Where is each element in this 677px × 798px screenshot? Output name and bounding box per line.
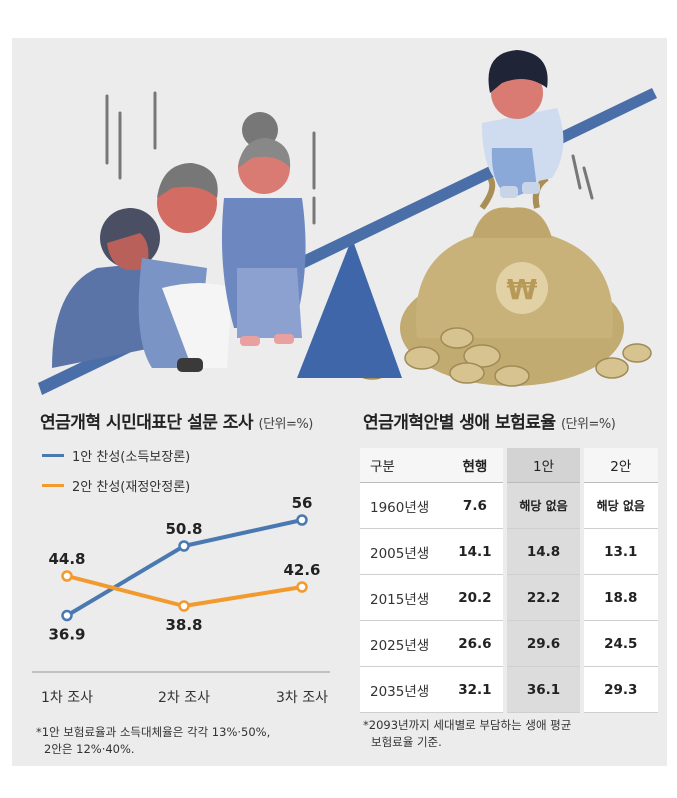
header-category: 구분 bbox=[360, 448, 447, 483]
child-figure bbox=[482, 50, 564, 198]
legend-label-plan2: 2안 찬성(재정안정론) bbox=[72, 480, 191, 495]
column-gap bbox=[503, 574, 508, 621]
line-chart: 1차 조사 2차 조사 3차 조사 36.9 50.8 56 44.8 38.8 42.6 bbox=[32, 494, 330, 706]
table-row: 2005년생 14.1 14.8 13.1 bbox=[360, 528, 658, 575]
x-tick-label: 3차 조사 bbox=[276, 690, 328, 706]
data-point bbox=[296, 581, 308, 593]
column-gap bbox=[579, 666, 584, 713]
cell-plan1: 14.8 bbox=[507, 528, 580, 575]
cell-plan2: 13.1 bbox=[583, 528, 658, 575]
data-label: 56 bbox=[292, 494, 313, 512]
data-label: 36.9 bbox=[48, 626, 85, 644]
data-point bbox=[296, 514, 308, 526]
column-gap bbox=[579, 448, 584, 483]
right-footnote-line2: 보험료율 기준. bbox=[371, 735, 442, 749]
cell-current: 32.1 bbox=[446, 666, 504, 713]
data-point bbox=[61, 570, 73, 582]
data-point bbox=[178, 540, 190, 552]
seesaw-illustration: ₩ bbox=[38, 50, 657, 395]
left-footnote-line2: 2안은 12%·40%. bbox=[44, 742, 135, 756]
x-tick-label: 1차 조사 bbox=[41, 690, 93, 706]
legend-swatch-plan1 bbox=[42, 454, 64, 457]
cell-current: 26.6 bbox=[446, 620, 504, 667]
right-footnote-line1: *2093년까지 세대별로 부담하는 생애 평균 bbox=[363, 718, 572, 732]
survey-title: 연금개혁 시민대표단 설문 조사 bbox=[40, 413, 254, 433]
row-label: 2005년생 bbox=[360, 528, 447, 575]
cell-current: 20.2 bbox=[446, 574, 504, 621]
elderly-man-left bbox=[52, 208, 160, 368]
right-footnote: *2093년까지 세대별로 부담하는 생애 평균 보험료율 기준. bbox=[363, 717, 653, 751]
cell-plan1: 해당 없음 bbox=[507, 482, 580, 529]
elderly-man-middle bbox=[138, 163, 232, 372]
row-label: 2025년생 bbox=[360, 620, 447, 667]
survey-unit: (단위=%) bbox=[258, 417, 314, 432]
seesaw-fulcrum bbox=[297, 238, 402, 378]
table-title: 연금개혁안별 생애 보험료율 bbox=[363, 413, 556, 433]
cell-plan1: 29.6 bbox=[507, 620, 580, 667]
cell-plan1: 22.2 bbox=[507, 574, 580, 621]
won-symbol: ₩ bbox=[507, 273, 538, 306]
cell-plan2: 18.8 bbox=[583, 574, 658, 621]
header-plan2: 2안 bbox=[583, 448, 658, 483]
data-label: 50.8 bbox=[165, 520, 202, 538]
elderly-woman bbox=[221, 112, 306, 346]
cell-plan2: 29.3 bbox=[583, 666, 658, 713]
table-row: 1960년생 7.6 해당 없음 해당 없음 bbox=[360, 482, 658, 529]
x-tick-label: 2차 조사 bbox=[158, 690, 210, 706]
table-row: 2035년생 32.1 36.1 29.3 bbox=[360, 666, 658, 713]
legend-label-plan1: 1안 찬성(소득보장론) bbox=[72, 450, 191, 465]
column-gap bbox=[503, 448, 508, 483]
column-gap bbox=[579, 482, 584, 529]
money-bag: ₩ bbox=[400, 175, 624, 386]
column-gap bbox=[503, 620, 508, 667]
cell-current: 14.1 bbox=[446, 528, 504, 575]
table-row: 2015년생 20.2 22.2 18.8 bbox=[360, 574, 658, 621]
header-plan1: 1안 bbox=[507, 448, 580, 483]
cell-plan1: 36.1 bbox=[507, 666, 580, 713]
data-label: 44.8 bbox=[48, 550, 85, 568]
left-footnote: *1안 보험료율과 소득대체율은 각각 13%·50%, 2안은 12%·40%… bbox=[36, 724, 336, 758]
data-point bbox=[178, 600, 190, 612]
column-gap bbox=[503, 482, 508, 529]
legend-item-plan1: 1안 찬성(소득보장론) bbox=[42, 446, 190, 465]
header-current: 현행 bbox=[446, 448, 504, 483]
left-footnote-line1: *1안 보험료율과 소득대체율은 각각 13%·50%, bbox=[36, 725, 271, 739]
table-unit: (단위=%) bbox=[560, 417, 616, 432]
motion-lines bbox=[105, 91, 594, 225]
column-gap bbox=[579, 528, 584, 575]
legend-swatch-plan2 bbox=[42, 484, 64, 487]
data-label: 38.8 bbox=[165, 616, 202, 634]
column-gap bbox=[503, 666, 508, 713]
data-label: 42.6 bbox=[283, 561, 320, 579]
premium-rate-table: 구분 현행 1안 2안 1960년생 7.6 해당 없음 해당 없음 2005년… bbox=[360, 448, 658, 713]
row-label: 2035년생 bbox=[360, 666, 447, 713]
cell-plan2: 24.5 bbox=[583, 620, 658, 667]
column-gap bbox=[503, 528, 508, 575]
legend-item-plan2: 2안 찬성(재정안정론) bbox=[42, 476, 190, 495]
row-label: 1960년생 bbox=[360, 482, 447, 529]
column-gap bbox=[579, 620, 584, 667]
left-panel-title: 연금개혁 시민대표단 설문 조사 (단위=%) bbox=[40, 408, 313, 433]
data-point bbox=[61, 609, 73, 622]
row-label: 2015년생 bbox=[360, 574, 447, 621]
cell-plan2: 해당 없음 bbox=[583, 482, 658, 529]
column-gap bbox=[579, 574, 584, 621]
right-panel-title: 연금개혁안별 생애 보험료율 (단위=%) bbox=[363, 408, 616, 433]
table-row: 2025년생 26.6 29.6 24.5 bbox=[360, 620, 658, 667]
table-header-row: 구분 현행 1안 2안 bbox=[360, 448, 658, 483]
cell-current: 7.6 bbox=[446, 482, 504, 529]
